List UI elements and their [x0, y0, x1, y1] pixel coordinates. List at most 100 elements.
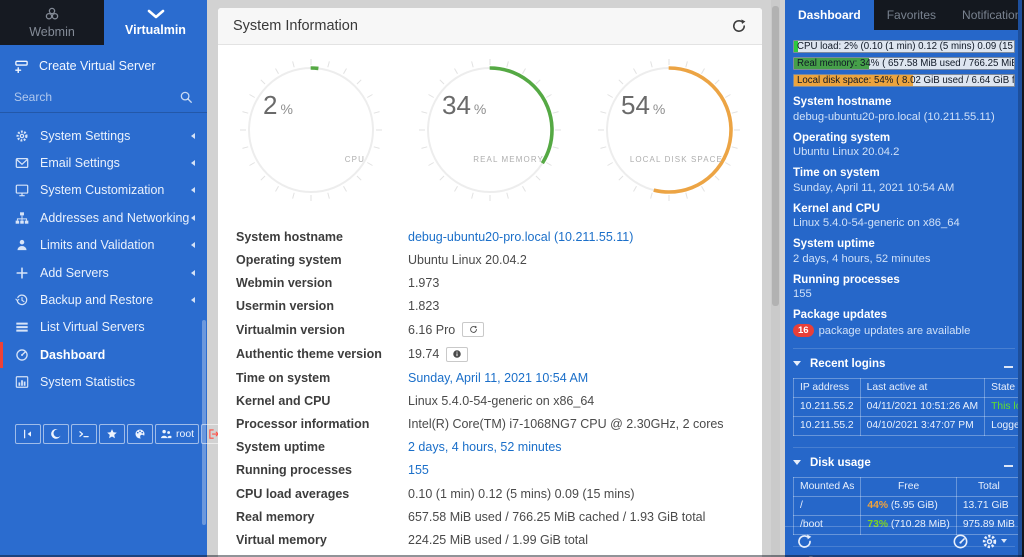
real-memory-bar: Real memory: 34% ( 657.58 MiB used / 766…	[793, 57, 1015, 70]
bar-text: CPU load: 2% (0.10 (1 min) 0.12 (5 mins)…	[797, 41, 1014, 52]
envelope-icon	[14, 156, 30, 170]
user-icon	[14, 238, 30, 252]
dashboard-icon	[14, 348, 30, 362]
table-row: 10.211.55.2 04/10/2021 3:47:07 PM Logged…	[793, 415, 1024, 436]
info-value: 155	[793, 288, 812, 300]
create-virtual-server-button[interactable]: Create Virtual Server	[0, 45, 207, 82]
section-recent-logins[interactable]: Recent logins	[793, 347, 1015, 370]
processes-link[interactable]: 155	[408, 463, 429, 478]
section-disk-usage[interactable]: Disk usage	[793, 446, 1015, 469]
speedometer-icon[interactable]	[952, 533, 969, 550]
row-label: Webmin version	[236, 275, 333, 290]
sidebar-item-system-customization[interactable]: System Customization	[0, 177, 207, 204]
table-row: System uptime 2 days, 4 hours, 52 minutes	[218, 436, 762, 459]
right-sidebar-body: CPU load: 2% (0.10 (1 min) 0.12 (5 mins)…	[785, 30, 1024, 557]
refresh-icon[interactable]	[731, 18, 747, 34]
sidebar-item-label: Add Servers	[40, 265, 109, 280]
sidebar-footer-toolbar: root	[15, 424, 229, 444]
collapse-sidebar-button[interactable]	[15, 424, 41, 444]
theme-info-button[interactable]	[446, 346, 469, 362]
favorites-button[interactable]	[99, 424, 125, 444]
row-value: 657.58 MiB used / 766.25 MiB cached / 1.…	[408, 509, 706, 524]
sidebar-item-email-settings[interactable]: Email Settings	[0, 149, 207, 176]
sidebar-item-label: System Settings	[40, 128, 131, 143]
check-updates-button[interactable]	[462, 322, 485, 338]
sidebar-item-limits-validation[interactable]: Limits and Validation	[0, 232, 207, 259]
sidebar-item-list-virtual-servers[interactable]: List Virtual Servers	[0, 314, 207, 341]
product-tabs: Webmin Virtualmin	[0, 0, 207, 45]
tab-notifications[interactable]: Notifications1	[949, 0, 1024, 30]
sidebar-item-system-statistics[interactable]: System Statistics	[0, 369, 207, 396]
search-input[interactable]	[14, 90, 154, 104]
night-mode-button[interactable]	[43, 424, 69, 444]
row-value: 6.16 Pro	[408, 322, 456, 337]
tab-virtualmin-label: Virtualmin	[125, 23, 186, 37]
collapse-section-button[interactable]	[1004, 359, 1015, 369]
info-label: Operating system	[793, 131, 891, 144]
main-scrollbar[interactable]	[771, 0, 780, 557]
collapse-section-button[interactable]	[1004, 458, 1015, 468]
local-disk-bar: Local disk space: 54% ( 8.02 GiB used / …	[793, 74, 1015, 87]
tab-dashboard[interactable]: Dashboard	[785, 0, 874, 30]
row-label: CPU load averages	[236, 486, 350, 501]
info-label: System uptime	[793, 238, 875, 250]
row-value: 1.973	[408, 275, 440, 290]
bar-fill	[794, 58, 869, 69]
tab-favorites[interactable]: Favorites	[874, 0, 949, 30]
sidebar-search	[0, 82, 207, 113]
info-item: Time on system Sunday, April 11, 2021 10:…	[793, 167, 1015, 194]
right-sidebar: Dashboard Favorites Notifications1 CPU l…	[785, 0, 1024, 557]
bar-fill	[794, 75, 913, 86]
settings-gear-icon[interactable]	[981, 533, 1007, 550]
info-item-package-updates: Package updates 16 package updates are ava…	[793, 309, 1015, 337]
svg-text:CPU: CPU	[345, 155, 365, 164]
gear-icon	[14, 129, 30, 143]
terminal-button[interactable]	[71, 424, 97, 444]
sidebar-item-add-servers[interactable]: Add Servers	[0, 259, 207, 286]
table-row: / 44% (5.95 GiB) 13.71 GiB	[792, 495, 1022, 516]
minus-icon	[1004, 464, 1013, 467]
tab-virtualmin[interactable]: Virtualmin	[104, 0, 207, 45]
row-value: Ubuntu Linux 20.04.2	[408, 252, 527, 267]
tab-webmin[interactable]: Webmin	[0, 0, 104, 45]
window-edge	[0, 555, 1024, 557]
time-link[interactable]: Sunday, April 11, 2021 10:54 AM	[408, 370, 589, 385]
main-scrollbar-thumb[interactable]	[772, 6, 779, 306]
hostname-link[interactable]: debug-ubuntu20-pro.local (10.211.55.11)	[408, 229, 634, 244]
caret-down-icon	[793, 460, 801, 465]
bar-text: Local disk space: 54% ( 8.02 GiB used / …	[797, 75, 1015, 86]
star-icon	[106, 428, 118, 440]
chevron-down-icon	[145, 8, 167, 20]
package-updates-link[interactable]: package updates are available	[818, 324, 971, 337]
section-servers-status[interactable]: Servers status +	[793, 545, 1015, 557]
chevron-left-icon	[191, 214, 195, 221]
theme-button[interactable]	[127, 424, 153, 444]
search-icon[interactable]	[179, 90, 193, 104]
table-row: Virtual memory 224.25 MiB used / 1.99 GiB…	[218, 528, 762, 551]
sidebar-scrollbar-thumb[interactable]	[202, 320, 206, 525]
gauges-row: 2% CPU 34% REAL MEMORY 54% LOCAL DISK SP…	[218, 45, 762, 212]
sidebar-item-dashboard[interactable]: Dashboard	[0, 341, 207, 368]
row-value: 19.74	[408, 347, 440, 362]
tab-label: Notifications	[962, 8, 1024, 22]
table-row: 10.211.55.2 04/11/2021 10:51:26 AM This …	[793, 396, 1024, 417]
right-tabs: Dashboard Favorites Notifications1	[785, 0, 1024, 30]
bar-fill	[794, 41, 799, 52]
refresh-icon[interactable]	[796, 533, 813, 550]
disk-usage-table: Mounted As Free Total / 44% (5.95 GiB) 1…	[792, 476, 1022, 535]
sidebar-item-addresses-networking[interactable]: Addresses and Networking	[0, 204, 207, 231]
column-header: Last active at	[859, 377, 986, 398]
sidebar-item-backup-restore[interactable]: Backup and Restore	[0, 286, 207, 313]
right-scrollbar[interactable]	[1018, 0, 1022, 557]
sidebar-item-system-settings[interactable]: System Settings	[0, 122, 207, 149]
info-label: Package updates	[793, 309, 887, 321]
uptime-link[interactable]: 2 days, 4 hours, 52 minutes	[408, 440, 562, 455]
tab-label: Favorites	[886, 8, 937, 22]
column-header: Free	[860, 476, 957, 497]
user-button[interactable]: root	[155, 424, 200, 444]
table-row: Operating system Ubuntu Linux 20.04.2	[218, 248, 762, 271]
column-header: Total	[955, 476, 1022, 497]
section-title: Recent logins	[810, 357, 886, 370]
sidebar-menu: System Settings Email Settings System Cu…	[0, 113, 207, 396]
table-row: Real memory 657.58 MiB used / 766.25 MiB …	[218, 505, 762, 528]
